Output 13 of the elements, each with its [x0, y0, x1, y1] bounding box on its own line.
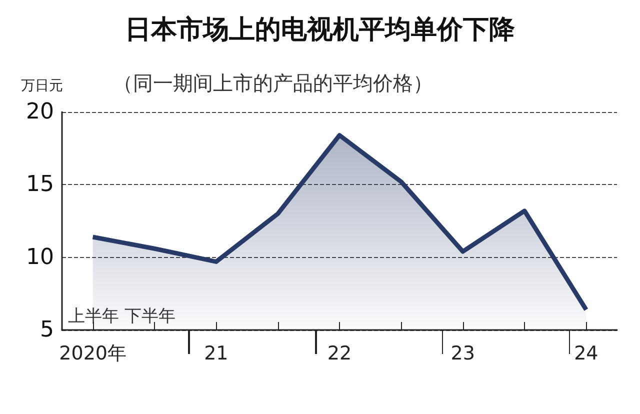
x-tick-label: 24 [574, 342, 598, 364]
annotation: 上半年 下半年 [68, 306, 176, 326]
y-tick-label: 15 [26, 172, 54, 198]
x-tick-label: 21 [204, 342, 228, 364]
y-tick-label: 20 [26, 100, 54, 124]
y-axis-title: 万日元 [21, 78, 63, 94]
x-tick-label: 22 [327, 342, 352, 364]
x-tick-label: 2020年 [59, 342, 127, 364]
y-tick-label: 5 [40, 318, 54, 342]
x-tick-label: 23 [450, 342, 475, 364]
y-tick-label: 10 [26, 244, 54, 270]
chart-subtitle: （同一期间上市的产品的平均价格） [113, 71, 433, 95]
chart-title: 日本市场上的电视机平均单价下降 [125, 15, 515, 45]
